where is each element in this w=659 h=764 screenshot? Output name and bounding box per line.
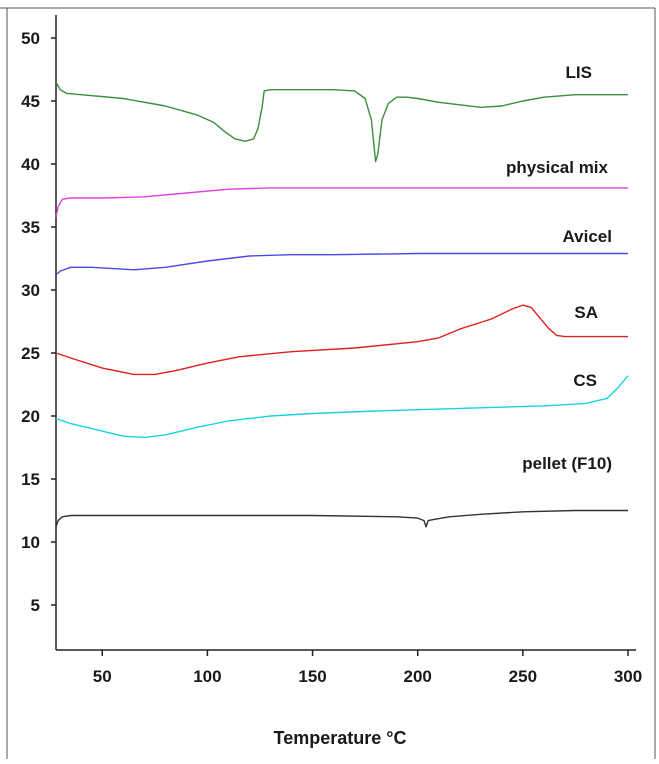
y-tick-label: 40 [21, 155, 40, 174]
y-tick-label: 20 [21, 407, 40, 426]
series-label-avicel: Avicel [563, 227, 612, 246]
series-labels: LIS physical mix Avicel SA CS pellet (F10) [506, 63, 612, 473]
series-line-avicel [55, 252, 628, 276]
series-label-lis: LIS [566, 63, 592, 82]
series-lines [55, 81, 629, 528]
x-axis-title: Temperature °C [274, 728, 407, 748]
series-line-sa [55, 304, 628, 376]
series-label-sa: SA [574, 303, 598, 322]
y-tick-label: 50 [21, 29, 40, 48]
x-tick-label: 100 [193, 667, 221, 686]
x-tick-label: 250 [509, 667, 537, 686]
series-label-physical-mix: physical mix [506, 158, 609, 177]
series-line-cs [55, 375, 629, 439]
x-tick-label: 50 [93, 667, 112, 686]
x-tick-label: 300 [614, 667, 642, 686]
y-tick-label: 10 [21, 533, 40, 552]
y-tick-label: 45 [21, 92, 40, 111]
series-label-pellet-f10: pellet (F10) [522, 454, 612, 473]
y-tick-label: 5 [31, 596, 40, 615]
series-line-physical-mix [55, 187, 628, 218]
x-ticks: 50 100 150 200 250 300 [93, 650, 642, 686]
y-ticks: 5 10 15 20 25 30 35 40 45 50 [21, 29, 56, 615]
y-tick-label: 35 [21, 218, 40, 237]
x-tick-label: 150 [298, 667, 326, 686]
y-tick-label: 25 [21, 344, 40, 363]
series-label-cs: CS [573, 371, 597, 390]
y-tick-label: 30 [21, 281, 40, 300]
x-tick-label: 200 [404, 667, 432, 686]
y-tick-label: 15 [21, 470, 40, 489]
series-line-lis [55, 81, 628, 163]
series-line-pellet-f10 [55, 509, 628, 528]
